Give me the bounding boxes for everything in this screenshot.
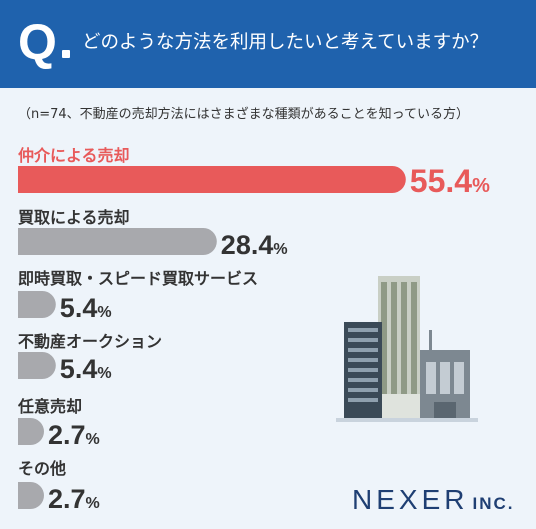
category-label: その他 — [18, 459, 67, 478]
bars-group: 55.4% 28.4% 5.4% 5.4% 2.7% 2.7% — [18, 163, 490, 514]
bar — [18, 482, 44, 509]
value-label: 28.4% — [221, 230, 288, 260]
bar — [18, 166, 406, 193]
value-label: 55.4% — [410, 163, 490, 199]
category-label: 買取による売却 — [18, 208, 130, 227]
buildings-illustration — [336, 276, 478, 422]
bar — [18, 291, 56, 318]
bar — [18, 352, 56, 379]
question-header: Q どのような方法を利用したいと考えていますか？ — [0, 0, 536, 88]
category-label: 不動産オークション — [18, 332, 163, 351]
bar — [18, 228, 217, 255]
sample-note: （n=74、不動産の売却方法にはさまざまな種類があることを知っている方） — [18, 107, 470, 122]
category-label: 仲介による売却 — [18, 146, 130, 165]
nexer-logo: NEXER INC. — [352, 484, 514, 520]
value-label: 2.7% — [48, 484, 100, 514]
category-label: 即時買取・スピード買取サービス — [18, 269, 259, 288]
q-dot — [62, 50, 70, 58]
category-label: 任意売却 — [18, 397, 83, 416]
value-label: 2.7% — [48, 420, 100, 450]
logo-sub-text: INC. — [472, 494, 515, 513]
q-mark: Q — [18, 14, 57, 70]
value-label: 5.4% — [60, 293, 112, 323]
value-label: 5.4% — [60, 354, 112, 384]
logo-main-text: NEXER — [352, 484, 469, 515]
question-text: どのような方法を利用したいと考えていますか？ — [82, 32, 489, 53]
bar — [18, 418, 44, 445]
